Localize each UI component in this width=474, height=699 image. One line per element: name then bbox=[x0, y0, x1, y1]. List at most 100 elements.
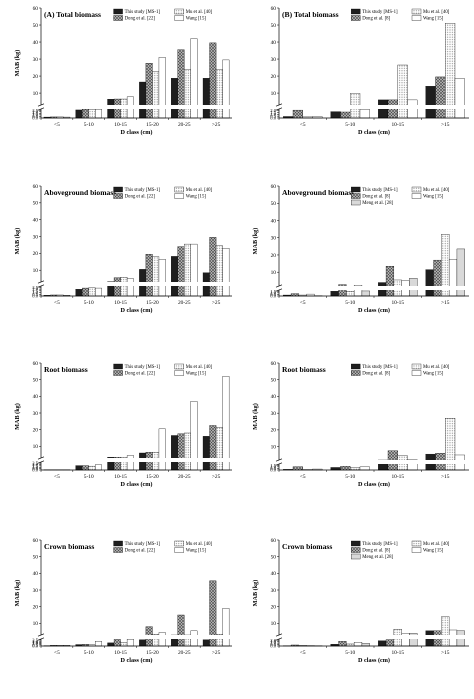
legend-swatch bbox=[113, 15, 123, 21]
bar-this-study-ms-1--2 bbox=[75, 465, 83, 471]
y-tick-label: 1.0 bbox=[32, 290, 38, 295]
y-tick-label: 40 bbox=[271, 40, 277, 46]
legend-swatch bbox=[174, 15, 184, 21]
axis-break-gap bbox=[276, 286, 472, 290]
x-tick-label: <5 bbox=[300, 650, 306, 656]
x-tick-label: <5 bbox=[54, 300, 60, 306]
y-tick-label: 30 bbox=[271, 588, 277, 594]
bar-wang-15--2 bbox=[359, 466, 370, 471]
y-tick-label: 20 bbox=[33, 427, 39, 433]
axis-break-mark bbox=[275, 458, 283, 462]
y-tick-label: 0.5 bbox=[270, 114, 276, 119]
bar-wang-15--4 bbox=[158, 632, 166, 647]
legend-entry: Wang [15] bbox=[186, 195, 207, 200]
axis-break-mark bbox=[275, 633, 283, 637]
x-tick-label: 15-20 bbox=[146, 122, 159, 128]
legend-swatch bbox=[113, 540, 123, 547]
y-tick-label: 0.0 bbox=[270, 116, 276, 121]
y-tick-label: 60 bbox=[271, 361, 277, 367]
bar-this-study-ms-1--4 bbox=[139, 639, 147, 647]
chart-panel-5: Root biomass1020304050600.00.51.01.52.02… bbox=[14, 361, 235, 488]
bar-wang-15--2 bbox=[353, 642, 363, 647]
y-tick-label: 0.5 bbox=[270, 292, 276, 297]
axis-break-mark bbox=[275, 637, 283, 641]
legend-swatch bbox=[174, 363, 184, 370]
y-tick-label: 1.0 bbox=[32, 465, 38, 470]
legend-entry: Meng et al. [28] bbox=[362, 555, 393, 560]
x-tick-label: <5 bbox=[300, 300, 306, 306]
bar-mu-et-al-40--2 bbox=[88, 109, 96, 119]
y-tick-label: 20 bbox=[33, 604, 39, 610]
x-tick-label: 10-15 bbox=[114, 122, 127, 128]
y-tick-label: 2.0 bbox=[32, 639, 38, 644]
legend-entry: Dong et al. [8] bbox=[362, 17, 390, 22]
y-axis-label: MAB (kg) bbox=[14, 580, 21, 607]
y-tick-label: 1.0 bbox=[32, 112, 38, 117]
legend-swatch bbox=[411, 370, 422, 376]
axis-break-mark bbox=[37, 280, 45, 284]
y-tick-label: 0.5 bbox=[32, 114, 38, 119]
bar-wang-15--6 bbox=[222, 248, 230, 297]
y-tick-label: 40 bbox=[271, 394, 277, 400]
x-tick-label: >15 bbox=[441, 300, 450, 306]
y-tick-label: 1.5 bbox=[32, 111, 38, 116]
y-tick-label: 30 bbox=[271, 57, 277, 63]
chart-panel-8: Crown biomass 10 20 30 40 50 60 0.00.51.01.52.0… bbox=[252, 538, 472, 664]
legend-swatch bbox=[411, 363, 422, 370]
x-tick-label: <5 bbox=[54, 122, 60, 128]
legend-entry: Dong et al. [22] bbox=[125, 372, 156, 377]
bar-mu-et-al-40--6 bbox=[215, 245, 223, 297]
chart-panel-4: Aboveground biomass 10 20 30 40 50 60 0.00.51.0… bbox=[252, 184, 472, 314]
x-tick-label: 5-10 bbox=[345, 122, 355, 128]
bar-wang-15--6 bbox=[222, 608, 230, 647]
bar-this-study-ms-1--5 bbox=[171, 78, 178, 119]
legend-swatch bbox=[351, 547, 361, 553]
legend-swatch bbox=[411, 547, 422, 553]
y-tick-label: 10 bbox=[271, 621, 277, 627]
axis-break-mark bbox=[275, 284, 283, 288]
axis-break-mark bbox=[275, 462, 283, 466]
x-tick-label: 15-20 bbox=[146, 300, 159, 306]
x-axis-label: D class (cm) bbox=[358, 481, 390, 488]
chart-title: Root biomass bbox=[282, 365, 326, 374]
x-tick-label: 5-10 bbox=[345, 300, 355, 306]
y-tick-label: 40 bbox=[33, 40, 39, 46]
legend-swatch bbox=[411, 8, 422, 15]
x-tick-label: 10-15 bbox=[391, 474, 404, 480]
axis-break-gap bbox=[276, 635, 472, 639]
x-tick-label: 20-25 bbox=[178, 300, 191, 306]
bar-mu-et-al-40--5 bbox=[184, 243, 191, 297]
x-tick-label: >25 bbox=[212, 122, 221, 128]
x-tick-label: 10-15 bbox=[391, 122, 404, 128]
bar-wang-15--3 bbox=[126, 639, 134, 647]
bar-dong-et-al-22--5 bbox=[177, 614, 185, 647]
y-tick-label: 0.0 bbox=[270, 468, 276, 473]
x-tick-label: >15 bbox=[441, 474, 450, 480]
y-tick-label: 1.0 bbox=[270, 290, 276, 295]
legend-entry: Wang [15] bbox=[423, 195, 444, 200]
y-tick-label: 1.0 bbox=[270, 641, 276, 646]
legend-entry: This study [MS-1] bbox=[362, 188, 398, 193]
bar-wang-15--2 bbox=[95, 640, 102, 647]
y-axis-label: MAB (kg) bbox=[14, 403, 21, 430]
bar-this-study-ms-1--2 bbox=[330, 467, 341, 471]
bar-dong-et-al-8--4 bbox=[435, 76, 446, 119]
bar-this-study-ms-1--3 bbox=[107, 642, 115, 647]
legend-entry: Dong et al. [8] bbox=[362, 195, 390, 200]
axis-break-mark bbox=[37, 456, 45, 460]
y-tick-label: 0.0 bbox=[32, 116, 38, 121]
axis-break-gap bbox=[38, 105, 235, 109]
axis-break-mark bbox=[37, 284, 45, 288]
legend-entry: Mu et al. [40] bbox=[423, 365, 450, 370]
legend-entry: Dong et al. [8] bbox=[362, 549, 390, 554]
legend-entry: This study [MS-1] bbox=[125, 365, 161, 370]
bar-dong-et-al-22--3 bbox=[113, 277, 121, 297]
bar-dong-et-al-22--4 bbox=[145, 254, 153, 297]
y-tick-label: 0.5 bbox=[32, 292, 38, 297]
y-tick-label: 0.0 bbox=[270, 294, 276, 299]
legend-entry: Meng et al. [28] bbox=[362, 201, 393, 206]
legend-entry: This study [MS-1] bbox=[125, 542, 161, 547]
chart-panel-3: Aboveground biomass 10 20 30 40 50 60 0.00.51.0… bbox=[14, 184, 235, 314]
x-tick-label: 20-25 bbox=[178, 474, 191, 480]
y-tick-label: 0.5 bbox=[32, 466, 38, 471]
